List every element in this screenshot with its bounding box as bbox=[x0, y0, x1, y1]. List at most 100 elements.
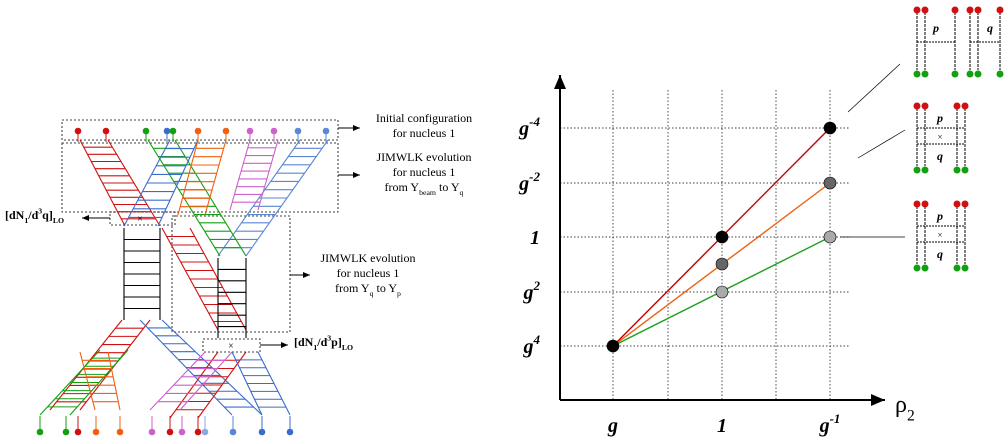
evolution-box bbox=[62, 143, 338, 212]
page: ×× Initial configurationfor nucleus 1JIM… bbox=[0, 0, 1008, 444]
inset-label: q bbox=[937, 149, 943, 163]
label-run: /d bbox=[27, 208, 38, 222]
label-run: 2 bbox=[533, 278, 541, 293]
gluon-dot bbox=[914, 71, 921, 78]
vertex-mark: × bbox=[137, 214, 143, 225]
gluon-dot bbox=[952, 7, 959, 14]
label-run: ρ bbox=[895, 392, 907, 418]
gluon-dot bbox=[962, 103, 969, 110]
gluon-dot bbox=[287, 429, 294, 436]
gluon-dot bbox=[997, 7, 1004, 14]
inset-label: q bbox=[987, 21, 993, 35]
label-run: 1 bbox=[530, 227, 540, 249]
gluon-dot bbox=[922, 7, 929, 14]
gluon-dot bbox=[922, 71, 929, 78]
label-run: LO bbox=[342, 343, 353, 352]
gluon-dot bbox=[202, 429, 209, 436]
label-run: for nucleus 1 bbox=[393, 165, 456, 179]
gluon-dot bbox=[230, 429, 237, 436]
label-run: g bbox=[518, 173, 529, 195]
label-run: p bbox=[397, 289, 401, 298]
vertex-mark: × bbox=[228, 341, 234, 352]
vertex-mark: × bbox=[937, 132, 942, 142]
gluon-dot bbox=[295, 128, 302, 135]
figure: ×× Initial configurationfor nucleus 1JIM… bbox=[0, 0, 1008, 444]
label-run: 2 bbox=[907, 407, 915, 424]
inset-label: p bbox=[932, 21, 939, 35]
gluon-dot bbox=[75, 429, 82, 436]
gluon-dot bbox=[93, 429, 100, 436]
label-run: g bbox=[819, 415, 830, 437]
label-run: from Y bbox=[385, 180, 420, 194]
gluon-dot bbox=[954, 201, 961, 208]
gluon-dot bbox=[997, 71, 1004, 78]
label-run: from Y bbox=[335, 281, 370, 295]
inset-label: q bbox=[937, 247, 943, 261]
label-run: g bbox=[607, 415, 618, 437]
ladder bbox=[230, 140, 278, 210]
label: for nucleus 1 bbox=[393, 165, 456, 179]
label: 1 bbox=[530, 227, 540, 249]
gluon-dot bbox=[922, 265, 929, 272]
label-run: /d bbox=[316, 335, 327, 349]
rail bbox=[230, 140, 250, 210]
gluon-dot bbox=[170, 128, 177, 135]
label-run: beam bbox=[419, 188, 436, 197]
inset-diagram: pq× bbox=[914, 103, 969, 174]
label-run: [dN bbox=[5, 208, 25, 222]
gluon-dot bbox=[975, 7, 982, 14]
gluon-dot bbox=[914, 7, 921, 14]
gluon-dot bbox=[922, 201, 929, 208]
gluon-dot bbox=[195, 429, 202, 436]
label-run: q] bbox=[42, 208, 53, 222]
gluon-dot bbox=[167, 429, 174, 436]
ladder bbox=[124, 228, 160, 320]
ladder bbox=[50, 320, 150, 410]
point bbox=[716, 258, 728, 270]
label-run: for nucleus 1 bbox=[337, 266, 400, 280]
gluon-dot bbox=[63, 429, 70, 436]
label: 1 bbox=[717, 415, 727, 437]
gluon-dot bbox=[195, 128, 202, 135]
label: for nucleus 1 bbox=[393, 126, 456, 140]
label-run: [dN bbox=[294, 335, 314, 349]
gluon-dot bbox=[952, 71, 959, 78]
gluon-dot bbox=[247, 128, 254, 135]
gluon-dot bbox=[975, 71, 982, 78]
label-run: JIMWLK evolution bbox=[321, 251, 416, 265]
connector bbox=[848, 64, 900, 112]
gluon-dot bbox=[922, 167, 929, 174]
label-run: 1 bbox=[717, 415, 727, 437]
gluon-dot bbox=[954, 103, 961, 110]
gluon-dot bbox=[179, 429, 186, 436]
rail bbox=[205, 140, 226, 215]
gluon-dot bbox=[914, 167, 921, 174]
label-run: LO bbox=[53, 216, 64, 225]
label: from Yq to Yp bbox=[335, 281, 401, 298]
label: JIMWLK evolution bbox=[377, 150, 472, 164]
point bbox=[716, 231, 728, 243]
gluon-dot bbox=[914, 265, 921, 272]
vertex-mark: × bbox=[937, 230, 942, 240]
label: JIMWLK evolution bbox=[321, 251, 416, 265]
label-run: q bbox=[460, 188, 464, 197]
connector bbox=[858, 130, 905, 158]
label: g4 bbox=[523, 332, 541, 358]
label: [dN1/d3q]LO bbox=[5, 207, 64, 226]
gluon-dot bbox=[103, 128, 110, 135]
gluon-dot bbox=[223, 128, 230, 135]
label-run: -1 bbox=[830, 411, 841, 426]
gluon-dot bbox=[75, 128, 82, 135]
gluon-dot bbox=[271, 128, 278, 135]
ladder bbox=[178, 140, 226, 215]
gluon-dot bbox=[117, 429, 124, 436]
evolution-diagram: ×× bbox=[37, 120, 360, 435]
point bbox=[824, 177, 836, 189]
label-run: -4 bbox=[529, 114, 540, 129]
gluon-dot bbox=[37, 429, 44, 436]
gluon-dot bbox=[323, 128, 330, 135]
label-run: JIMWLK evolution bbox=[377, 150, 472, 164]
gluon-dot bbox=[962, 201, 969, 208]
label-run: to Y bbox=[373, 281, 397, 295]
